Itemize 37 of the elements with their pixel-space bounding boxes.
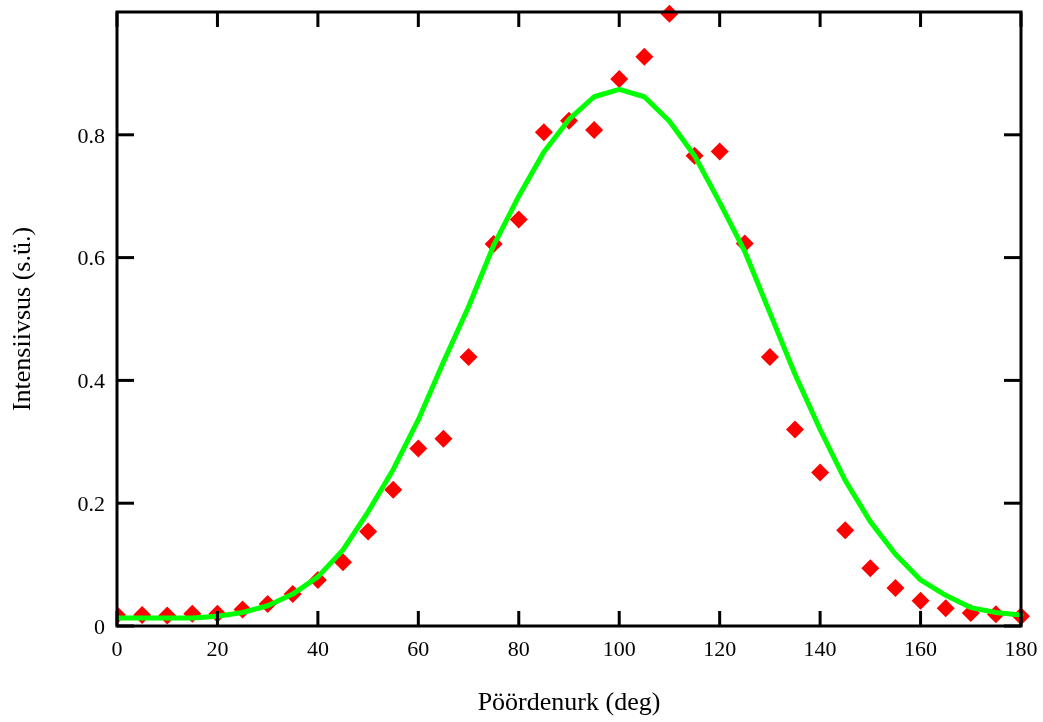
y-tick-label: 0 <box>94 613 105 639</box>
point <box>585 120 604 139</box>
point <box>911 591 930 610</box>
x-tick-label: 120 <box>703 636 737 661</box>
point <box>434 429 453 448</box>
point <box>836 521 855 540</box>
x-tick-label: 60 <box>407 636 430 661</box>
y-tick-label: 0.4 <box>77 368 105 394</box>
y-tick-label: 0.6 <box>77 245 105 271</box>
point <box>409 439 428 458</box>
point <box>459 348 478 367</box>
point <box>886 578 905 597</box>
y-axis-title: Intensiivsus (s.ü.) <box>7 226 36 412</box>
x-tick-label: 0 <box>111 636 123 661</box>
x-tick-label: 180 <box>1004 636 1038 661</box>
point <box>509 210 528 229</box>
point <box>534 123 553 142</box>
point <box>760 348 779 367</box>
x-axis-title: Pöördenurk (deg) <box>477 687 661 716</box>
point <box>936 599 955 618</box>
point <box>359 522 378 541</box>
point <box>384 480 403 499</box>
x-tick-label: 100 <box>602 636 636 661</box>
x-tick-label: 140 <box>803 636 837 661</box>
point <box>861 559 880 578</box>
x-tick-label: 80 <box>507 636 530 661</box>
point <box>635 47 654 66</box>
point <box>811 463 830 482</box>
point <box>610 69 629 88</box>
point <box>786 420 804 439</box>
x-tick-label: 40 <box>306 636 329 661</box>
x-tick-label: 160 <box>904 636 938 661</box>
x-tick-label: 20 <box>206 636 229 661</box>
point <box>334 553 352 572</box>
y-tick-label: 0.8 <box>77 122 105 148</box>
point <box>710 142 729 161</box>
y-tick-label: 0.2 <box>77 490 105 516</box>
